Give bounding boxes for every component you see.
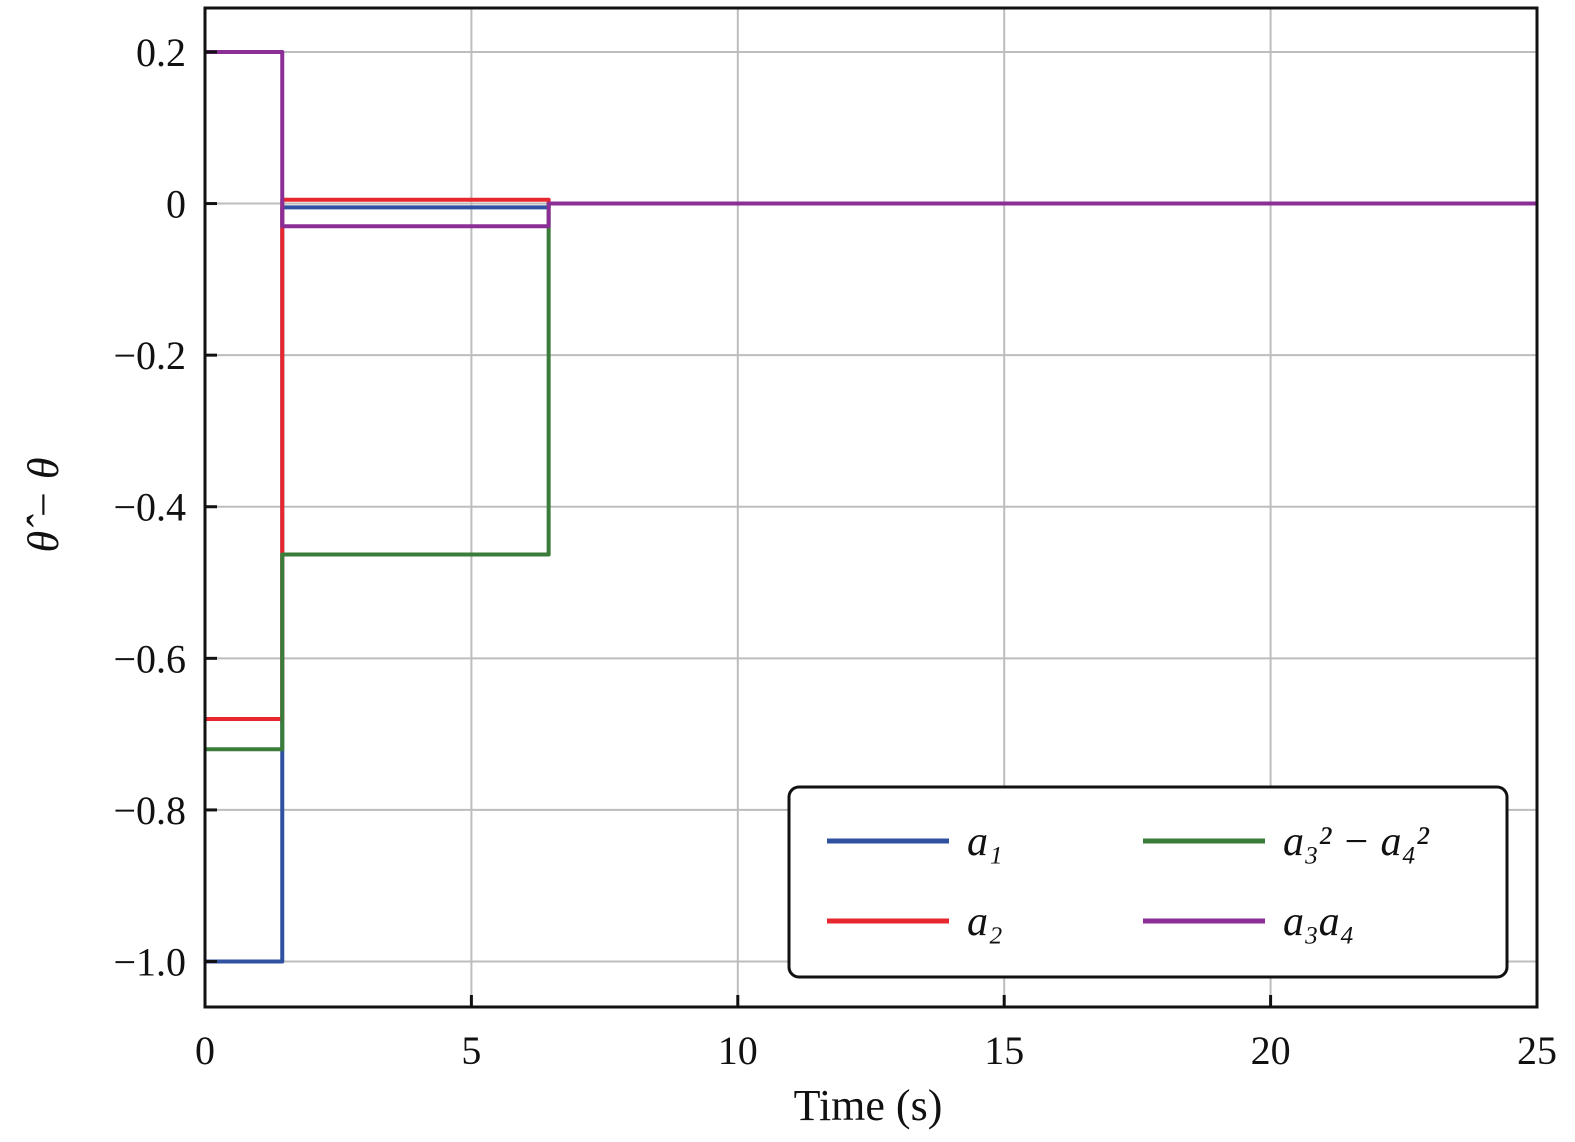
series-line-3 — [205, 201, 1537, 752]
legend-box — [787, 785, 1509, 979]
x-tick-label: 25 — [1517, 1028, 1557, 1073]
legend-label-1: a₁ — [967, 819, 1003, 865]
legend-label-3: a₃² − a₄² — [1283, 819, 1430, 865]
y-axis-label: θ̂ − θ — [19, 458, 68, 553]
x-tick-label: 5 — [461, 1028, 481, 1073]
x-tick-label: 20 — [1251, 1028, 1291, 1073]
series-group — [205, 49, 1537, 964]
y-tick-label: 0 — [166, 182, 186, 227]
x-tick-label: 15 — [984, 1028, 1024, 1073]
y-tick-label: −1.0 — [113, 940, 186, 985]
x-tick-label: 10 — [718, 1028, 758, 1073]
series-line-2 — [205, 197, 1537, 721]
legend: a₁ a₂ a₃² − a₄² a₃a₄ — [787, 785, 1509, 979]
y-tick-label: −0.6 — [113, 636, 186, 681]
legend-label-2: a₂ — [967, 899, 1003, 945]
x-tick-label: 0 — [195, 1028, 215, 1073]
x-axis-label: Time (s) — [794, 1081, 943, 1130]
y-tick-label: −0.2 — [113, 333, 186, 378]
y-tick-label: 0.2 — [136, 30, 186, 75]
ticks: 0 5 10 15 20 25 0.2 0 −0.2 −0.4 −0.6 −0.8 −1.0 — [113, 30, 1557, 1073]
y-tick-label: −0.4 — [113, 485, 186, 530]
legend-label-4: a₃a₄ — [1283, 899, 1354, 945]
series-line-4 — [205, 49, 1537, 229]
y-tick-label: −0.8 — [113, 788, 186, 833]
